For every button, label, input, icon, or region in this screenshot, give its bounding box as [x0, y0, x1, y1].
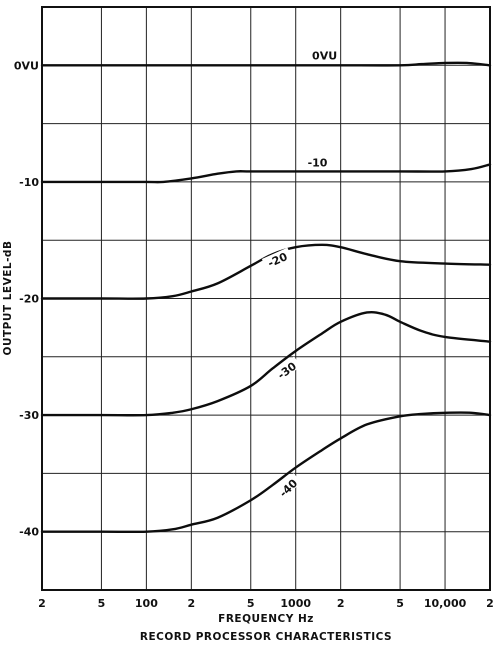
- y-tick-label: -20: [19, 293, 39, 306]
- x-tick-label: 5: [98, 597, 106, 610]
- y-axis-label: OUTPUT LEVEL-dB: [2, 241, 14, 356]
- series-label-group: -30: [271, 356, 302, 383]
- y-tick-label: -30: [19, 409, 39, 422]
- x-tick-label: 2: [38, 597, 46, 610]
- x-axis-label: FREQUENCY Hz: [218, 613, 314, 625]
- series-label-group: -10: [303, 155, 332, 169]
- x-tick-label: 2: [337, 597, 345, 610]
- series-label-backing: [261, 247, 293, 270]
- x-tick-label: 1000: [280, 597, 311, 610]
- series-line-3: [40, 310, 492, 417]
- curves: [40, 61, 492, 534]
- y-tick-labels: 0VU -10 -20 -30 -40: [14, 59, 39, 538]
- series-label-group: -40: [273, 473, 302, 502]
- series-label-backing: [310, 48, 339, 61]
- x-tick-label: 2: [486, 597, 494, 610]
- chart-title: RECORD PROCESSOR CHARACTERISTICS: [140, 631, 392, 643]
- series-label-backing: [273, 473, 302, 502]
- plot-frame: [41, 6, 491, 591]
- y-tick-label: -10: [19, 176, 39, 189]
- series-label-backing: [303, 155, 332, 168]
- series-label-backing: [271, 356, 302, 383]
- x-tick-label: 2: [188, 597, 196, 610]
- series-line-2: [40, 243, 492, 300]
- x-tick-label: 100: [135, 597, 158, 610]
- x-tick-label: 10,000: [424, 597, 467, 610]
- x-tick-label: 5: [247, 597, 255, 610]
- series-line-4: [40, 411, 492, 534]
- x-tick-label: 5: [396, 597, 404, 610]
- x-tick-labels: 2 5 100 2 5 1000 2 5 10,000 2: [38, 597, 494, 610]
- y-tick-label: 0VU: [14, 59, 39, 72]
- y-tick-label: -40: [19, 526, 39, 539]
- series-label: 0VU: [312, 49, 337, 62]
- series-line-0: [40, 61, 492, 67]
- series-line-1: [40, 163, 492, 184]
- series-label: -10: [308, 156, 328, 169]
- curve-labels: 0VU-10-20-30-40: [261, 48, 339, 502]
- series-label-group: 0VU: [310, 48, 339, 62]
